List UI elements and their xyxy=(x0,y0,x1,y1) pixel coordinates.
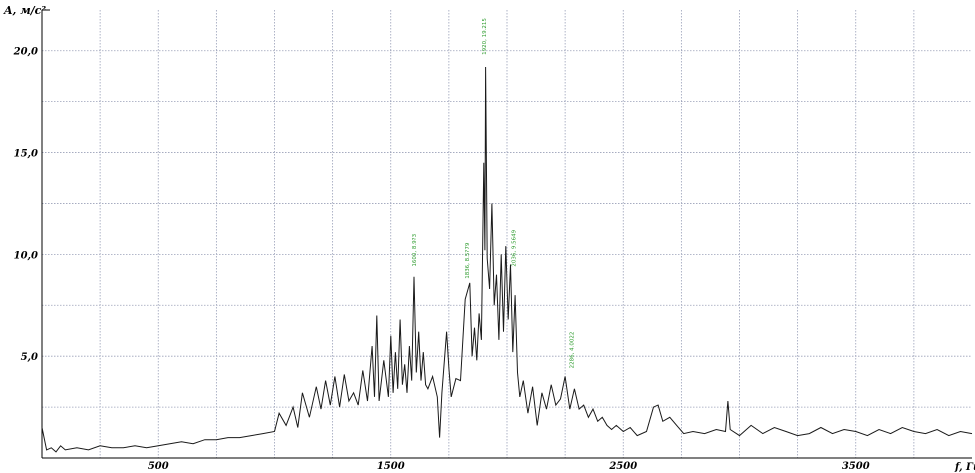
grid xyxy=(42,10,972,458)
x-axis-label: f, Гц xyxy=(954,462,975,473)
x-tick-label: 500 xyxy=(148,461,169,472)
peak-annotation: 1836, 8.5?79 xyxy=(465,242,471,279)
peak-annotation: 1920, 19.215 xyxy=(482,18,488,55)
annotations: 1600, 8.9?3 1920, 19.215 1836, 8.5?79 2036,… xyxy=(412,18,576,369)
series-line xyxy=(41,66,973,453)
x-tick-label: 1500 xyxy=(377,461,405,472)
peak-annotation: 1600, 8.9?3 xyxy=(412,233,418,266)
y-tick-label: 20,0 xyxy=(13,47,38,58)
y-tick-label: 5,0 xyxy=(21,352,38,363)
x-tick-labels: 500 1500 2500 3500 xyxy=(148,461,870,472)
y-tick-labels: 5,0 10,0 15,0 20,0 xyxy=(13,47,38,363)
x-tick-label: 2500 xyxy=(608,461,637,472)
y-axis-label: A, м/с² xyxy=(3,4,46,17)
peak-annotation: 2036, 9.5649 xyxy=(511,229,517,266)
y-tick-label: 15,0 xyxy=(14,149,38,160)
y-tick-label: 10,0 xyxy=(14,250,38,261)
peak-annotation: 2286, 4.0022 xyxy=(569,332,575,369)
axes xyxy=(41,9,972,459)
x-tick-label: 3500 xyxy=(842,461,870,472)
